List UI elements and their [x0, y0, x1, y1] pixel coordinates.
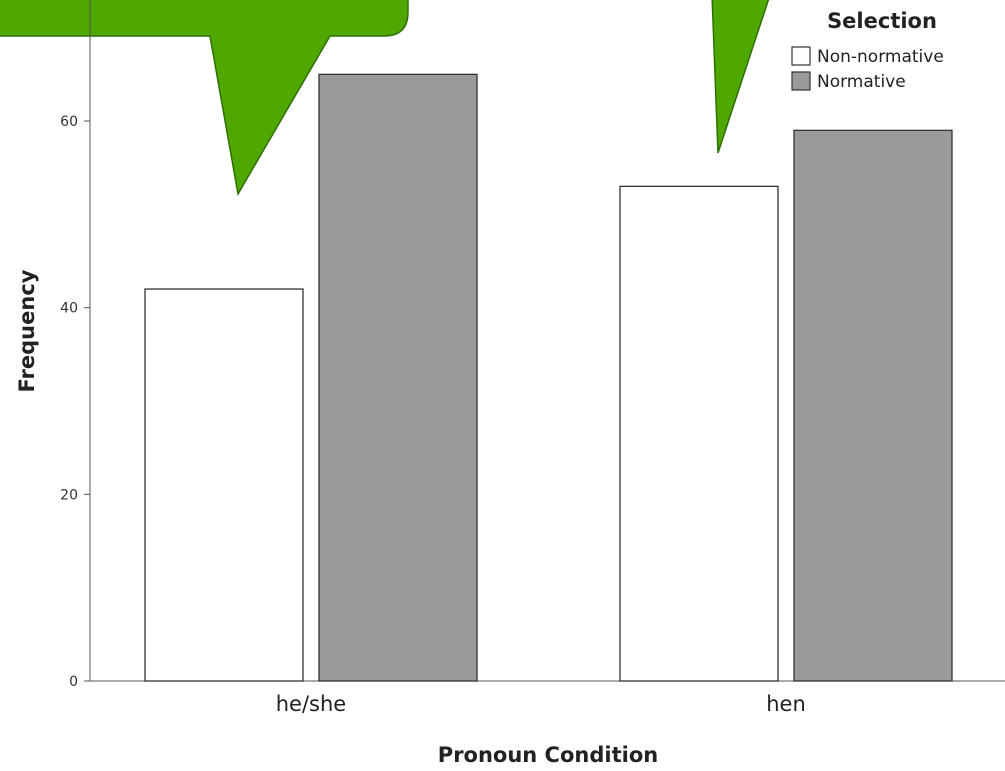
- legend-title: Selection: [827, 9, 937, 33]
- y-axis-title: Frequency: [15, 269, 39, 392]
- y-tick-label: 20: [60, 487, 78, 503]
- x-category-label: hen: [766, 692, 806, 716]
- y-axis-ticks: 0 20 40 60: [60, 114, 90, 690]
- bar-non-normative-1: [619, 185, 779, 682]
- legend-swatch: [791, 71, 811, 91]
- bar-non-normative-0: [144, 288, 304, 682]
- y-tick-label: 60: [60, 114, 78, 130]
- category-labels: he/she hen: [276, 692, 806, 716]
- y-tick-label: 40: [60, 301, 78, 317]
- bar-normative-1: [793, 129, 953, 682]
- legend-swatch: [791, 46, 811, 66]
- callout-right-shape: [711, 0, 770, 154]
- x-axis-title: Pronoun Condition: [438, 743, 658, 767]
- y-tick-label: 0: [69, 674, 78, 690]
- bars-group: [144, 73, 953, 682]
- legend-label: Non-normative: [817, 47, 944, 67]
- legend: Selection Non-normative Normative: [791, 9, 944, 92]
- bar-normative-0: [318, 73, 478, 682]
- callout-left-shape: [0, 0, 409, 197]
- x-category-label: he/she: [276, 692, 346, 716]
- callout-overlays: [0, 0, 770, 197]
- legend-label: Normative: [817, 72, 906, 92]
